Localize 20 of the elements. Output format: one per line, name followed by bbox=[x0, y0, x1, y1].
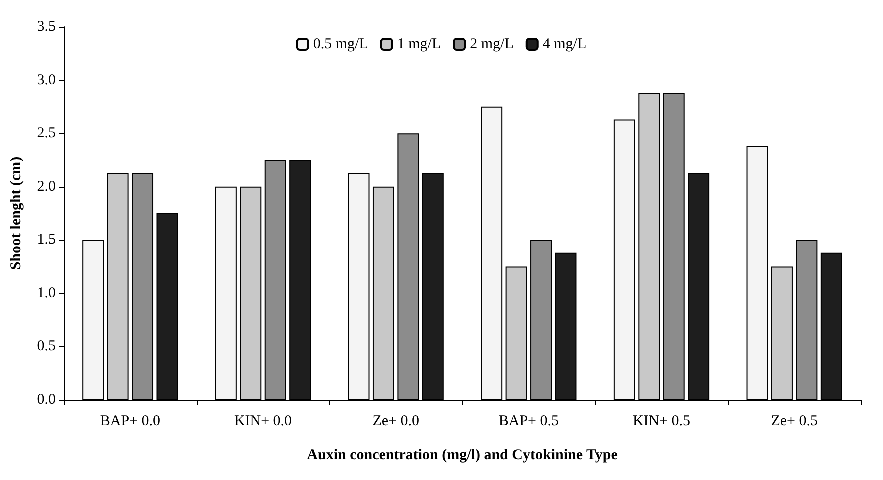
legend-label: 4 mg/L bbox=[542, 36, 587, 52]
x-tick-label: KIN+ 0.0 bbox=[234, 414, 292, 430]
y-axis-title: Shoot lenght (cm) bbox=[8, 156, 24, 270]
y-tick-label: 2.5 bbox=[37, 126, 56, 142]
y-tick-label: 0.5 bbox=[37, 338, 56, 355]
y-tick-label: 2.0 bbox=[37, 178, 56, 195]
y-tick-label: 3.0 bbox=[37, 72, 56, 88]
y-tick-label: 0.0 bbox=[37, 392, 56, 408]
legend-label: 1 mg/L bbox=[397, 36, 442, 52]
x-tick-label: Ze+ 0.0 bbox=[372, 414, 420, 430]
x-tick-label: Ze+ 0.5 bbox=[771, 414, 818, 430]
x-tick-label: KIN+ 0.5 bbox=[632, 414, 691, 430]
x-tick-label: BAP+ 0.5 bbox=[498, 414, 559, 430]
legend-label: 2 mg/L bbox=[470, 36, 514, 52]
y-tick-label: 1.0 bbox=[37, 285, 56, 302]
legend-label: 0.5 mg/L bbox=[313, 36, 368, 52]
y-tick-label: 3.5 bbox=[37, 19, 56, 35]
x-axis-title: Auxin concentration (mg/l) and Cytokinine Type bbox=[307, 448, 618, 464]
x-tick-label: BAP+ 0.0 bbox=[100, 414, 160, 430]
y-tick-label: 1.5 bbox=[37, 232, 56, 248]
